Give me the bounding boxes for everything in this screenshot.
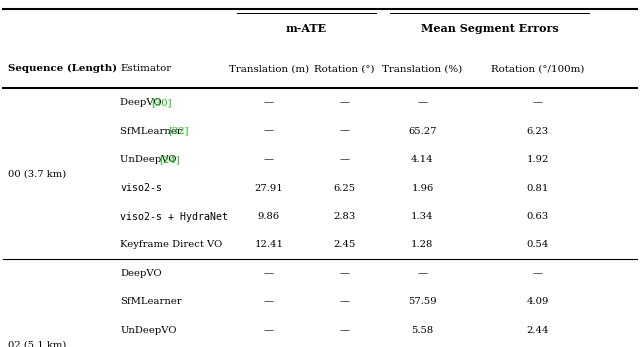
Text: —: —	[264, 98, 274, 107]
Text: Mean Segment Errors: Mean Segment Errors	[420, 23, 559, 34]
Text: SfMLearner: SfMLearner	[120, 297, 182, 306]
Text: DeepVO: DeepVO	[120, 269, 162, 278]
Text: 6.25: 6.25	[333, 184, 355, 193]
Text: 2.44: 2.44	[526, 326, 549, 335]
Text: 0.63: 0.63	[527, 212, 548, 221]
Text: 02 (5.1 km): 02 (5.1 km)	[8, 340, 66, 347]
Text: —: —	[264, 297, 274, 306]
Text: [32]: [32]	[168, 127, 189, 136]
Text: SfMLearner: SfMLearner	[120, 127, 185, 136]
Text: Keyframe Direct VO: Keyframe Direct VO	[120, 240, 223, 249]
Text: —: —	[417, 269, 428, 278]
Text: m-ATE: m-ATE	[286, 23, 327, 34]
Text: —: —	[532, 269, 543, 278]
Text: 4.09: 4.09	[527, 297, 548, 306]
Text: —: —	[339, 269, 349, 278]
Text: 00 (3.7 km): 00 (3.7 km)	[8, 169, 66, 178]
Text: DeepVO: DeepVO	[120, 98, 165, 107]
Text: —: —	[339, 98, 349, 107]
Text: —: —	[264, 326, 274, 335]
Text: 57.59: 57.59	[408, 297, 436, 306]
Text: —: —	[417, 98, 428, 107]
Text: —: —	[532, 98, 543, 107]
Text: 0.81: 0.81	[527, 184, 548, 193]
Text: Rotation (°): Rotation (°)	[314, 64, 374, 73]
Text: —: —	[264, 127, 274, 136]
Text: Translation (%): Translation (%)	[382, 64, 463, 73]
Text: 0.54: 0.54	[527, 240, 548, 249]
Text: —: —	[339, 155, 349, 164]
Text: —: —	[339, 297, 349, 306]
Text: UnDeepVO: UnDeepVO	[120, 155, 180, 164]
Text: UnDeepVO: UnDeepVO	[120, 326, 177, 335]
Text: viso2-s + HydraNet: viso2-s + HydraNet	[120, 212, 228, 221]
Text: 1.34: 1.34	[411, 212, 434, 221]
Text: 1.96: 1.96	[412, 184, 433, 193]
Text: Translation (m): Translation (m)	[228, 64, 309, 73]
Text: 6.23: 6.23	[527, 127, 548, 136]
Text: Rotation (°/100m): Rotation (°/100m)	[491, 64, 584, 73]
Text: 65.27: 65.27	[408, 127, 436, 136]
Text: —: —	[264, 155, 274, 164]
Text: 4.14: 4.14	[411, 155, 434, 164]
Text: [30]: [30]	[151, 98, 172, 107]
Text: 27.91: 27.91	[255, 184, 283, 193]
Text: 12.41: 12.41	[254, 240, 284, 249]
Text: [24]: [24]	[159, 155, 180, 164]
Text: Sequence (Length): Sequence (Length)	[8, 64, 117, 73]
Text: viso2-s: viso2-s	[120, 183, 163, 193]
Text: 1.92: 1.92	[527, 155, 548, 164]
Text: —: —	[264, 269, 274, 278]
Text: Estimator: Estimator	[120, 64, 172, 73]
Text: 2.83: 2.83	[333, 212, 355, 221]
Text: 1.28: 1.28	[412, 240, 433, 249]
Text: —: —	[339, 326, 349, 335]
Text: 2.45: 2.45	[333, 240, 355, 249]
Text: —: —	[339, 127, 349, 136]
Text: 9.86: 9.86	[258, 212, 280, 221]
Text: 5.58: 5.58	[412, 326, 433, 335]
